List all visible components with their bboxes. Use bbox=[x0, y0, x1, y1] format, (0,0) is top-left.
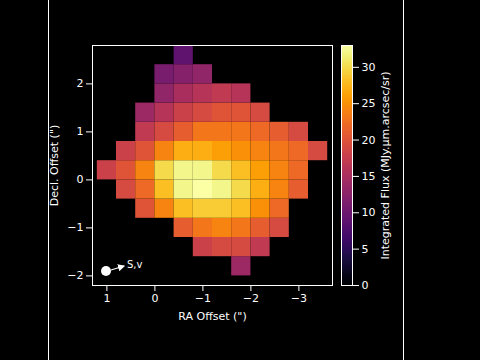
svg-text:0: 0 bbox=[362, 279, 369, 292]
svg-text:−1: −1 bbox=[67, 221, 83, 234]
svg-text:−2: −2 bbox=[67, 269, 83, 282]
svg-text:−2: −2 bbox=[243, 292, 259, 305]
svg-text:−3: −3 bbox=[291, 292, 307, 305]
svg-text:15: 15 bbox=[362, 170, 376, 183]
svg-text:1: 1 bbox=[77, 125, 84, 138]
svg-text:Decl. Offset ("): Decl. Offset (") bbox=[48, 125, 61, 207]
svg-text:−1: −1 bbox=[195, 292, 211, 305]
svg-text:5: 5 bbox=[362, 243, 369, 256]
svg-text:Integrated Flux (MJy.µm.arcsec: Integrated Flux (MJy.µm.arcsec/sr) bbox=[379, 71, 392, 259]
svg-text:2: 2 bbox=[77, 77, 84, 90]
svg-text:20: 20 bbox=[362, 134, 376, 147]
svg-text:10: 10 bbox=[362, 206, 376, 219]
svg-text:0: 0 bbox=[77, 173, 84, 186]
svg-text:30: 30 bbox=[362, 61, 376, 74]
svg-text:1: 1 bbox=[103, 292, 110, 305]
svg-text:0: 0 bbox=[151, 292, 158, 305]
svg-text:S,v: S,v bbox=[127, 259, 143, 270]
svg-text:RA Offset ("): RA Offset (") bbox=[178, 310, 246, 323]
svg-text:25: 25 bbox=[362, 97, 376, 110]
